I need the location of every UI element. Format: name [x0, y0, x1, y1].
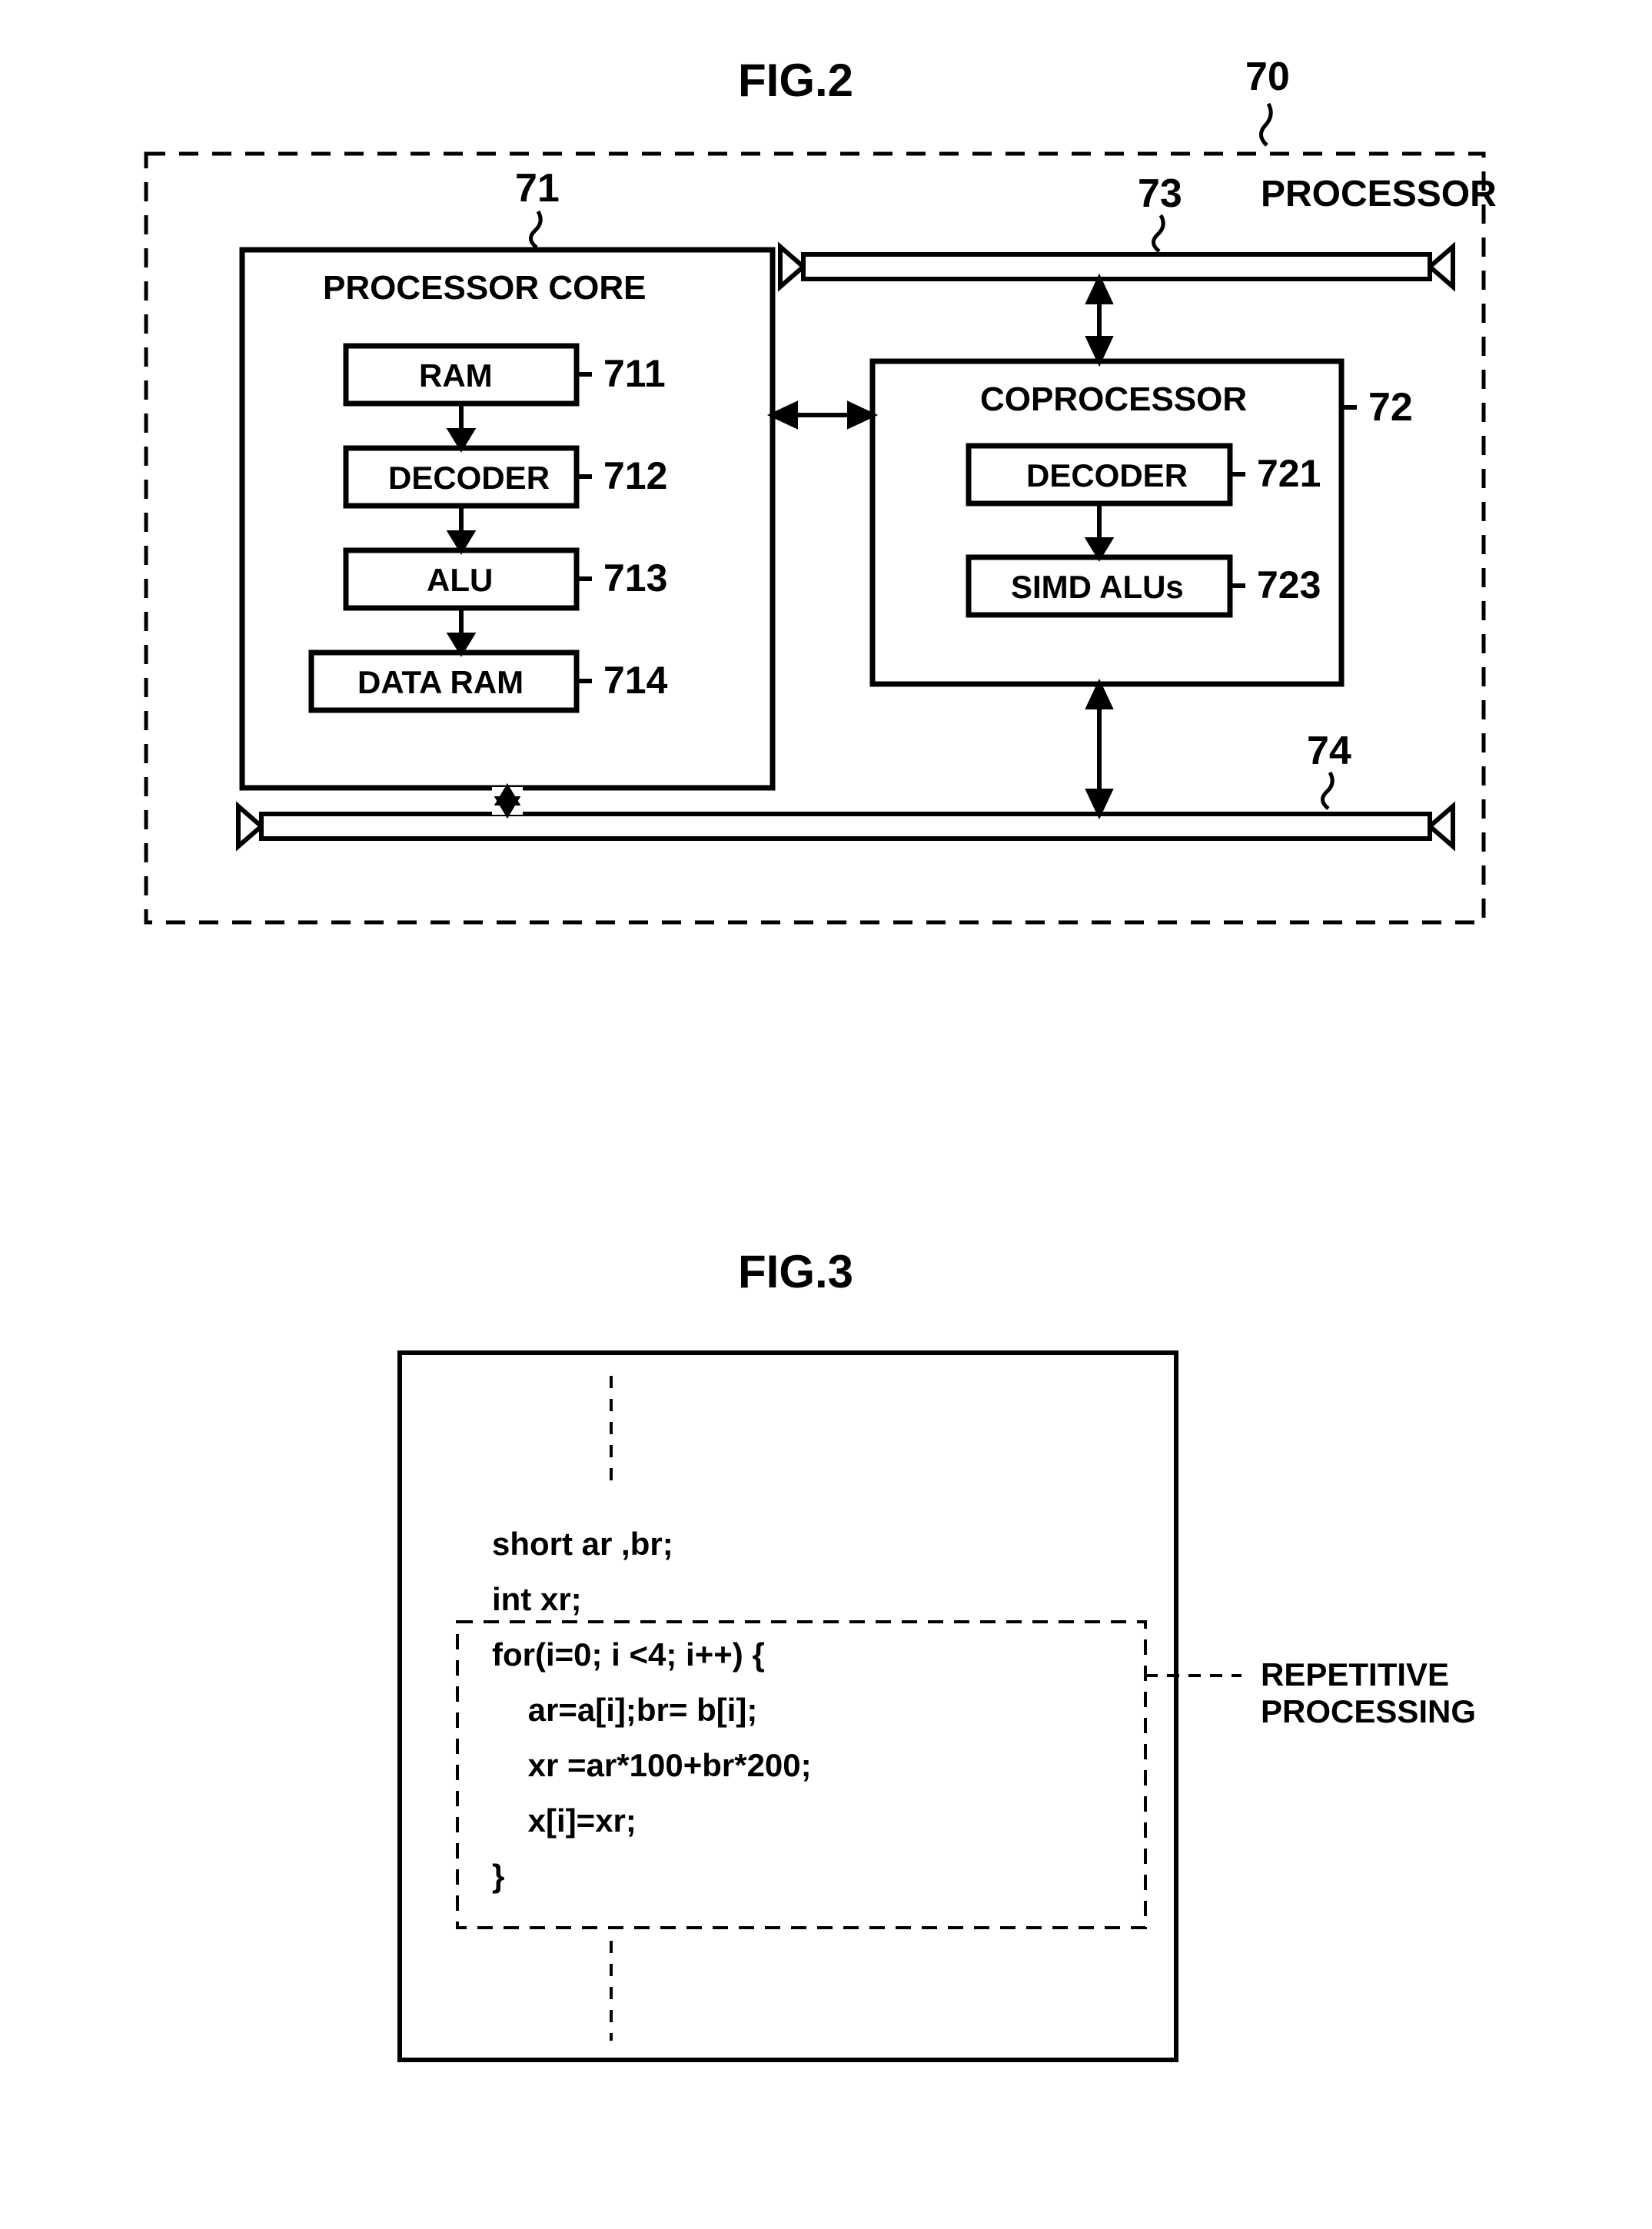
cop-box-simd: SIMD ALUs — [1011, 569, 1184, 606]
core-ref-713: 713 — [603, 556, 667, 600]
code-line-0: short ar ,br; — [492, 1526, 673, 1563]
code-line-3: ar=a[i];br= b[i]; — [492, 1692, 757, 1729]
code-line-4: xr =ar*100+br*200; — [492, 1747, 812, 1784]
fig2-svg — [0, 0, 1652, 961]
core-ref-711: 711 — [603, 351, 666, 396]
fig2-core-ref: 71 — [515, 165, 560, 211]
fig2-cop-ref: 72 — [1368, 384, 1413, 430]
fig3-svg — [0, 1307, 1652, 2229]
core-box-decoder: DECODER — [388, 460, 550, 497]
core-box-alu: ALU — [427, 562, 493, 599]
core-box-ram: RAM — [419, 357, 493, 394]
code-line-5: x[i]=xr; — [492, 1802, 637, 1839]
code-line-1: int xr; — [492, 1581, 582, 1618]
fig2-cop-label: COPROCESSOR — [980, 380, 1247, 419]
core-box-dataram: DATA RAM — [357, 664, 524, 701]
cop-ref-721: 721 — [1257, 451, 1321, 496]
core-ref-714: 714 — [603, 658, 667, 703]
code-line-6: } — [492, 1858, 504, 1895]
core-ref-712: 712 — [603, 453, 667, 498]
bus74-ref: 74 — [1307, 728, 1351, 774]
fig2-core-label: PROCESSOR CORE — [323, 269, 647, 307]
bus73-ref: 73 — [1138, 171, 1182, 217]
cop-box-decoder: DECODER — [1026, 457, 1188, 494]
cop-ref-723: 723 — [1257, 563, 1321, 607]
fig3-title: FIG.3 — [738, 1245, 853, 1298]
fig3-annotation: REPETITIVE PROCESSING — [1261, 1656, 1476, 1731]
code-line-2: for(i=0; i <4; i++) { — [492, 1636, 765, 1673]
